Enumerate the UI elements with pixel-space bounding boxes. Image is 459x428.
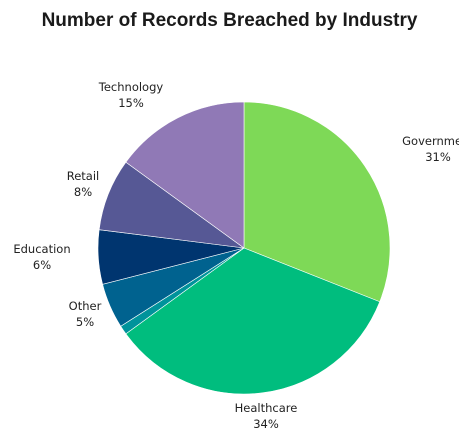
slice-label-education: Education <box>13 242 70 256</box>
slice-label-government: Government <box>402 134 459 148</box>
slice-percent-other: 5% <box>76 315 94 329</box>
slice-percent-education: 6% <box>33 258 51 272</box>
pie-slice-technology <box>125 101 245 249</box>
slice-percent-government: 31% <box>425 150 451 164</box>
slice-label-healthcare: Healthcare <box>235 401 298 415</box>
slice-percent-healthcare: 34% <box>253 417 279 428</box>
slice-percent-technology: 15% <box>118 96 144 110</box>
pie-slice-healthcare <box>125 247 381 395</box>
slice-percent-retail: 8% <box>74 185 92 199</box>
slice-label-technology: Technology <box>98 80 164 94</box>
chart-title: Number of Records Breached by Industry <box>41 10 418 31</box>
pie-slice-government <box>243 101 391 303</box>
slice-label-retail: Retail <box>67 169 100 183</box>
slice-label-other: Other <box>69 299 102 313</box>
